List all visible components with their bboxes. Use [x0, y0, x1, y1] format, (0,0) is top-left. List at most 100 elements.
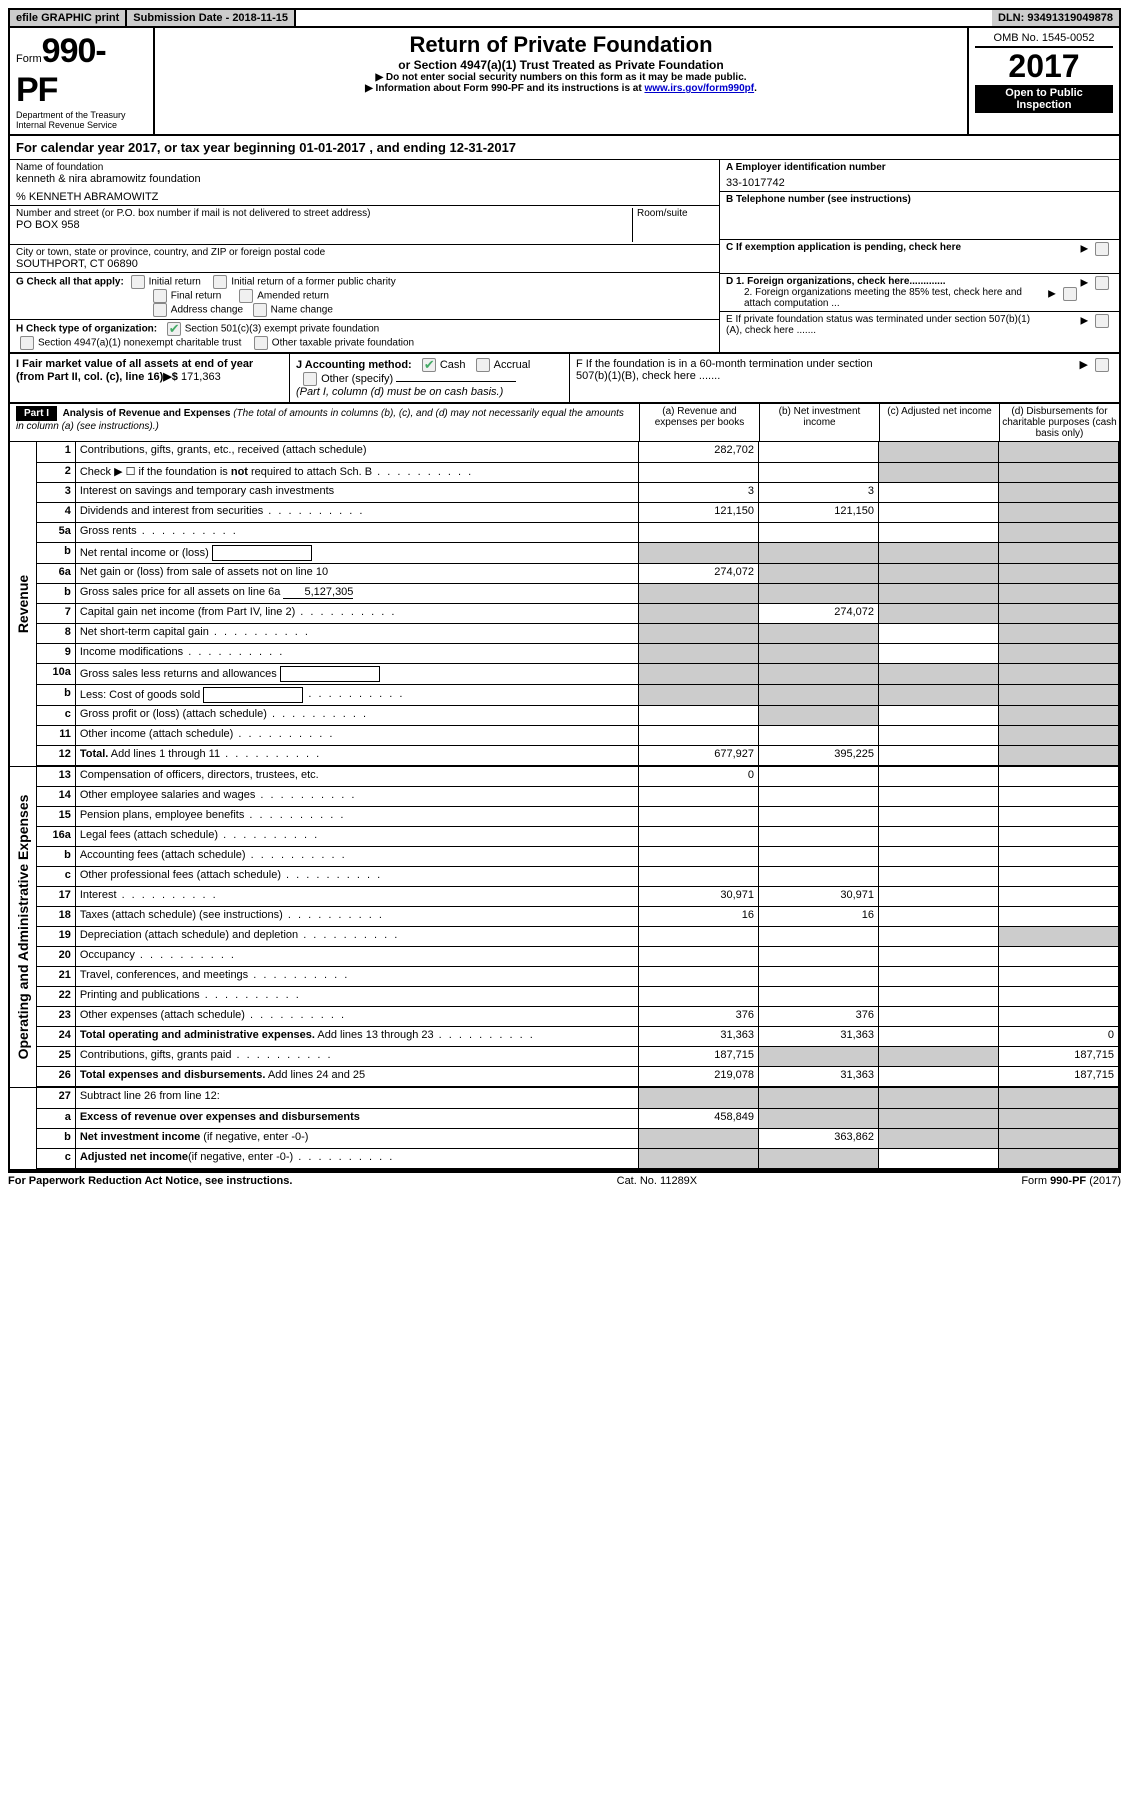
line-description: Other professional fees (attach schedule…: [75, 867, 638, 887]
cell-shaded: [999, 542, 1119, 563]
footer-form-pre: Form: [1021, 1175, 1050, 1187]
cell-shaded: [879, 583, 999, 603]
cell-amount: 30,971: [759, 887, 879, 907]
line-number: 11: [37, 725, 75, 745]
opex-label: Operating and Administrative Expenses: [15, 794, 31, 1059]
cell-amount: [999, 867, 1119, 887]
cell-amount: 395,225: [759, 745, 879, 765]
line-description: Total. Add lines 1 through 11: [75, 745, 638, 765]
tel-label: B Telephone number (see instructions): [726, 194, 911, 205]
submission-date: Submission Date - 2018-11-15: [127, 10, 296, 26]
form-label: Form: [16, 53, 42, 65]
cell-shaded: [999, 1148, 1119, 1168]
checkbox-amended[interactable]: [239, 289, 253, 303]
line-number: 10a: [37, 663, 75, 684]
checkbox-other-method[interactable]: [303, 372, 317, 386]
line-number: 13: [37, 767, 75, 787]
footer: For Paperwork Reduction Act Notice, see …: [8, 1173, 1121, 1189]
cell-amount: 0: [999, 1027, 1119, 1047]
line-number: 7: [37, 603, 75, 623]
table-row: bGross sales price for all assets on lin…: [37, 583, 1118, 603]
cell-shaded: [759, 542, 879, 563]
checkbox-4947[interactable]: [20, 336, 34, 350]
table-row: 7Capital gain net income (from Part IV, …: [37, 603, 1118, 623]
cell-amount: [639, 987, 759, 1007]
checkbox-cash[interactable]: [422, 358, 436, 372]
line-description: Interest on savings and temporary cash i…: [75, 482, 638, 502]
table-row: 17Interest30,97130,971: [37, 887, 1118, 907]
cell-amount: [999, 887, 1119, 907]
cell-shaded: [999, 927, 1119, 947]
table-row: bLess: Cost of goods sold: [37, 684, 1118, 705]
cell-shaded: [879, 442, 999, 462]
line-number: 19: [37, 927, 75, 947]
opex-side-label: Operating and Administrative Expenses: [10, 767, 37, 1088]
g2-label: Initial return of a former public charit…: [231, 277, 396, 288]
room-label: Room/suite: [637, 208, 713, 219]
cell-shaded: [639, 583, 759, 603]
calyear-begin: 01-01-2017: [299, 140, 366, 155]
cell-amount: [879, 1027, 999, 1047]
instr-ssn: ▶ Do not enter social security numbers o…: [161, 72, 961, 83]
checkbox-85pct[interactable]: [1063, 287, 1077, 301]
checkbox-507b1b[interactable]: [1095, 358, 1109, 372]
header: Form990-PF Department of the Treasury In…: [10, 28, 1119, 134]
line-number: 18: [37, 907, 75, 927]
cell-amount: [639, 725, 759, 745]
cell-shaded: [639, 1088, 759, 1108]
table-row: bAccounting fees (attach schedule): [37, 847, 1118, 867]
checkbox-name-change[interactable]: [253, 303, 267, 317]
city-value: SOUTHPORT, CT 06890: [16, 258, 713, 270]
d2-label: 2. Foreign organizations meeting the 85%…: [726, 287, 1036, 309]
irs-link[interactable]: www.irs.gov/form990pf: [644, 83, 754, 94]
cell-shaded: [999, 482, 1119, 502]
ein-value: 33-1017742: [726, 177, 1113, 189]
omb-number: OMB No. 1545-0052: [975, 32, 1113, 48]
calyear-mid: , and ending: [369, 140, 449, 155]
checkbox-foreign-org[interactable]: [1095, 276, 1109, 290]
cell-amount: 187,715: [999, 1047, 1119, 1067]
cell-shaded: [879, 684, 999, 705]
tax-year: 2017: [975, 48, 1113, 85]
checkbox-address-change[interactable]: [153, 303, 167, 317]
checkbox-final-return[interactable]: [153, 289, 167, 303]
efile-label: efile GRAPHIC print: [10, 10, 127, 26]
line-description: Gross sales price for all assets on line…: [75, 583, 638, 603]
checkbox-exemption-pending[interactable]: [1095, 242, 1109, 256]
cell-amount: 3: [759, 482, 879, 502]
cell-amount: [759, 827, 879, 847]
h-label: H Check type of organization:: [16, 324, 157, 335]
h2-label: Section 4947(a)(1) nonexempt charitable …: [38, 338, 241, 349]
g-check-cell: G Check all that apply: Initial return I…: [10, 273, 719, 320]
table-row: cOther professional fees (attach schedul…: [37, 867, 1118, 887]
cell-shaded: [999, 462, 1119, 482]
cell-shaded: [999, 1128, 1119, 1148]
checkbox-other-taxable[interactable]: [254, 336, 268, 350]
checkbox-507b1a[interactable]: [1095, 314, 1109, 328]
table-row: 26Total expenses and disbursements. Add …: [37, 1067, 1118, 1087]
instr-link-pre: ▶ Information about Form 990-PF and its …: [365, 83, 644, 94]
i-cell: I Fair market value of all assets at end…: [10, 354, 290, 402]
table-row: aExcess of revenue over expenses and dis…: [37, 1108, 1118, 1128]
line-description: Accounting fees (attach schedule): [75, 847, 638, 867]
care-of: % KENNETH ABRAMOWITZ: [16, 191, 713, 203]
f-cell: F If the foundation is in a 60-month ter…: [570, 354, 1119, 402]
revenue-side-label: Revenue: [10, 442, 37, 766]
table-row: 9Income modifications: [37, 643, 1118, 663]
checkbox-accrual[interactable]: [476, 358, 490, 372]
cell-shaded: [999, 725, 1119, 745]
cell-amount: [879, 1007, 999, 1027]
line-number: 20: [37, 947, 75, 967]
revenue-table: 1Contributions, gifts, grants, etc., rec…: [37, 442, 1119, 766]
form-container: efile GRAPHIC print Submission Date - 20…: [8, 8, 1121, 1173]
checkbox-initial-former[interactable]: [213, 275, 227, 289]
cell-shaded: [639, 542, 759, 563]
footer-form-yr: (2017): [1086, 1175, 1121, 1187]
checkbox-501c3[interactable]: [167, 322, 181, 336]
table-row: 15Pension plans, employee benefits: [37, 807, 1118, 827]
cell-shaded: [999, 684, 1119, 705]
checkbox-initial-return[interactable]: [131, 275, 145, 289]
table-row: 4Dividends and interest from securities1…: [37, 502, 1118, 522]
table-row: bNet investment income (if negative, ent…: [37, 1128, 1118, 1148]
address-value: PO BOX 958: [16, 219, 628, 231]
